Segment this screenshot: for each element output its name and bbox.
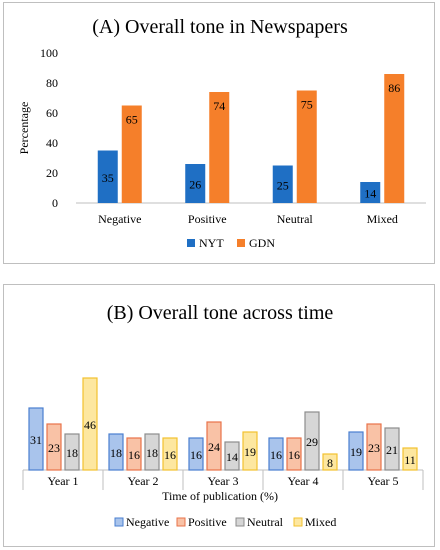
chart-b-category-label: Year 5	[367, 474, 398, 488]
chart-a-y-axis-label: Percentage	[17, 102, 31, 155]
chart-b-bar-negative	[268, 437, 284, 471]
chart-a-bar-nyt	[185, 164, 206, 203]
chart-a-data-label: 25	[277, 178, 289, 192]
chart-b-data-label: 21	[386, 443, 398, 457]
chart-b-bar-neutral	[224, 441, 240, 471]
chart-a-y-tick-label: 100	[40, 46, 58, 60]
chart-b-bar-negative	[188, 437, 204, 471]
chart-a-bar-nyt	[97, 150, 118, 203]
chart-b-data-label: 23	[48, 441, 60, 455]
chart-b-data-label: 23	[368, 441, 380, 455]
chart-b-data-label: 16	[288, 448, 300, 462]
chart-panel-b: (B) Overall tone across time Time of pub…	[3, 284, 435, 547]
chart-a-bar-nyt	[360, 182, 381, 203]
chart-a-data-label: 65	[126, 113, 138, 127]
chart-b-bar-positive	[286, 437, 302, 471]
chart-b-data-label: 29	[306, 435, 318, 449]
chart-a-legend-swatch	[237, 239, 245, 247]
chart-b-bar-mixed	[402, 447, 418, 471]
chart-a-category-label: Mixed	[367, 212, 398, 226]
chart-a-bar-gdn	[121, 105, 142, 203]
chart-b-legend-label: Negative	[126, 515, 169, 529]
chart-b-data-label: 24	[208, 440, 220, 454]
chart-b-data-label: 8	[327, 456, 333, 470]
chart-b-data-label: 16	[164, 448, 176, 462]
chart-b-legend-swatch	[293, 517, 303, 527]
chart-b-bar-mixed	[82, 377, 98, 471]
chart-a-y-tick-label: 80	[46, 76, 58, 90]
chart-b-bar-positive	[366, 423, 382, 471]
chart-b-category-label: Year 4	[287, 474, 318, 488]
chart-panel-a: (A) Overall tone in Newspapers Percentag…	[3, 2, 435, 264]
chart-b-legend-swatch	[114, 517, 124, 527]
chart-a-bar-gdn	[209, 92, 230, 203]
chart-a-legend-swatch	[187, 239, 195, 247]
chart-b-bar-mixed	[322, 453, 338, 471]
chart-b-bar-neutral	[144, 433, 160, 471]
chart-a-y-tick-label: 0	[52, 196, 58, 210]
chart-b-legend-label: Neutral	[247, 515, 284, 529]
chart-b-bar-mixed	[242, 431, 258, 471]
chart-b-bar-neutral	[384, 427, 400, 471]
chart-a-title: (A) Overall tone in Newspapers	[92, 16, 348, 38]
chart-b-data-label: 18	[110, 446, 122, 460]
chart-a-category-label: Negative	[98, 212, 141, 226]
chart-b-data-label: 31	[30, 433, 42, 447]
chart-b-data-label: 19	[244, 445, 256, 459]
chart-a-legend-label: GDN	[249, 236, 275, 250]
chart-b-svg: (B) Overall tone across time Time of pub…	[22, 302, 424, 529]
chart-b-data-label: 16	[270, 448, 282, 462]
chart-a-category-label: Neutral	[277, 212, 314, 226]
chart-a-legend-label: NYT	[199, 236, 224, 250]
chart-b-bar-positive	[126, 437, 142, 471]
chart-b-category-label: Year 2	[127, 474, 158, 488]
chart-a-y-tick-label: 40	[46, 136, 58, 150]
chart-b-category-label: Year 1	[47, 474, 78, 488]
chart-a-svg: (A) Overall tone in Newspapers Percentag…	[17, 16, 426, 250]
chart-b-legend-label: Positive	[188, 515, 227, 529]
chart-a-data-label: 75	[301, 98, 313, 112]
chart-b-data-label: 14	[226, 450, 238, 464]
chart-b-data-label: 18	[146, 446, 158, 460]
chart-a-y-tick-label: 20	[46, 166, 58, 180]
chart-b-data-label: 16	[190, 448, 202, 462]
chart-b-bar-positive	[46, 423, 62, 471]
chart-b-category-label: Year 3	[207, 474, 238, 488]
chart-a-bar-nyt	[272, 165, 293, 203]
chart-b-bar-mixed	[162, 437, 178, 471]
chart-b-data-label: 19	[350, 445, 362, 459]
chart-b-data-label: 18	[66, 446, 78, 460]
chart-b-x-axis-label: Time of publication (%)	[162, 489, 278, 503]
chart-a-bar-gdn	[384, 74, 405, 203]
chart-a-bar-gdn	[296, 90, 317, 203]
chart-b-data-label: 46	[84, 418, 96, 432]
chart-b-data-label: 11	[404, 453, 416, 467]
chart-b-bar-negative	[108, 433, 124, 471]
chart-b-bar-negative	[28, 407, 44, 471]
chart-b-bar-neutral	[304, 411, 320, 471]
chart-b-data-label: 16	[128, 448, 140, 462]
chart-a-category-label: Positive	[188, 212, 227, 226]
chart-b-legend-swatch	[176, 517, 186, 527]
chart-a-y-tick-label: 60	[46, 106, 58, 120]
chart-b-bar-neutral	[64, 433, 80, 471]
chart-b-legend-label: Mixed	[305, 515, 336, 529]
chart-b-legend-swatch	[235, 517, 245, 527]
chart-a-data-label: 74	[213, 99, 225, 113]
chart-a-data-label: 35	[102, 171, 114, 185]
chart-b-bar-positive	[206, 421, 222, 471]
chart-b-title: (B) Overall tone across time	[107, 302, 334, 324]
chart-a-data-label: 86	[388, 81, 400, 95]
chart-a-data-label: 14	[364, 187, 376, 201]
chart-b-bar-negative	[348, 431, 364, 471]
chart-a-data-label: 26	[189, 178, 201, 192]
